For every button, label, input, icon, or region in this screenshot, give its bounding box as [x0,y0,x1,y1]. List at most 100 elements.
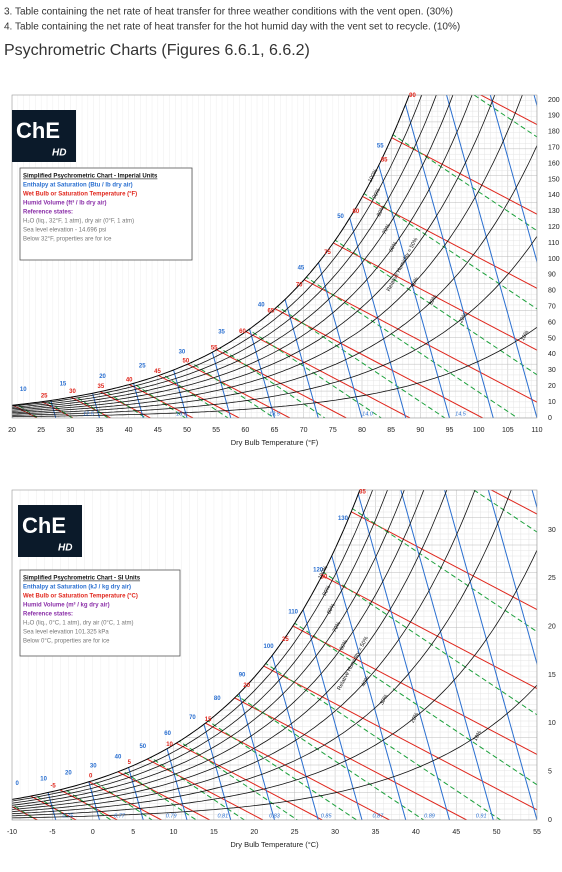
wet-bulb-label: 20 [243,683,250,689]
legend-text: Below 0°C, properties are for ice [23,639,110,645]
x-tick-label: 70 [300,427,308,434]
logo: ChE [16,118,60,143]
volume-label: 0.85 [321,813,333,819]
wet-bulb-line [128,383,194,418]
volume-label: 13.5 [269,411,281,417]
rh-label: 80% [326,603,337,616]
legend-text: Humid Volume (m³ / kg dry air) [23,602,110,609]
heading: Psychrometric Charts (Figures 6.6.1, 6.6… [4,42,310,59]
legend-text: Wet Bulb or Saturation Temperature (°F) [23,192,137,198]
rh-label: 30% [379,693,390,706]
x-tick-label: 95 [446,427,454,434]
wet-bulb-label: 35 [359,490,366,496]
y-tick-label: 170 [548,145,560,152]
enthalpy-label: 25 [139,364,146,370]
enthalpy-label: 20 [65,770,72,776]
wet-bulb-label: 65 [268,308,275,314]
y-tick-label: 50 [548,335,556,342]
y-tick-label: 30 [548,367,556,374]
enthalpy-label: 130 [338,516,349,522]
rh-curve [12,326,537,418]
y-tick-label: 80 [548,288,556,295]
wet-bulb-label: 25 [282,637,289,643]
wet-bulb-line [390,137,537,215]
wet-bulb-label: 50 [183,359,190,365]
x-tick-label: 0 [91,829,95,836]
volume-line [12,416,13,418]
enthalpy-line [239,322,382,418]
wet-bulb-line [186,363,291,418]
enthalpy-label: 110 [288,609,298,615]
plot-frame [11,489,538,821]
x-tick-label: 40 [125,427,133,434]
enthalpy-label: 50 [337,214,344,220]
rh-curve [12,95,496,412]
legend-text: Enthalpy at Saturation (Btu / lb dry air… [23,183,133,189]
volume-line [446,95,537,418]
rh-curve [12,95,473,411]
y-tick-label: 20 [548,624,556,631]
wet-bulb-line [332,242,537,351]
wet-bulb-label: -5 [50,784,56,790]
x-tick-label: 40 [412,829,420,836]
x-tick-label: 15 [210,829,218,836]
enthalpy-line [403,322,562,820]
enthalpy-line [12,400,39,418]
rh-label: 20% [458,312,469,325]
legend-text: Humid Volume (ft³ / lb dry air) [23,200,107,207]
legend-text: H₂O (liq., 32°F, 1 atm), dry air (0°F, 1… [23,219,134,225]
rh-label: 70% [382,223,393,236]
rh-label: 20% [410,712,421,725]
legend-text: Reference states: [23,210,73,216]
volume-line [356,490,450,820]
rh-curve [12,490,405,806]
wet-bulb-label: 55 [211,346,218,352]
y-tick-label: 100 [548,256,560,263]
x-tick-label: 35 [96,427,104,434]
x-tick-label: 20 [250,829,258,836]
enthalpy-line [315,566,537,716]
volume-line [489,95,537,264]
y-tick-label: 5 [548,769,552,776]
volume-label: 14.5 [455,411,467,417]
volume-label: 0.91 [476,813,487,819]
x-tick-label: 100 [473,427,485,434]
rh-curve [12,490,476,812]
x-tick-label: 50 [493,829,501,836]
wet-bulb-label: 80 [353,209,360,215]
wet-bulb-label: 75 [324,250,331,256]
volume-label: 0.77 [114,813,126,819]
rh-label: 30% [428,294,439,307]
wet-bulb-line [321,574,537,690]
enthalpy-label: 45 [298,265,305,271]
y-tick-label: 130 [548,208,560,215]
y-tick-label: 0 [548,415,552,422]
wet-bulb-label: 30 [69,389,76,395]
rh-label: 60% [339,639,350,652]
enthalpy-line [0,797,1,820]
x-tick-label: 35 [372,829,380,836]
enthalpy-label: 15 [60,382,67,388]
enthalpy-line [473,490,537,533]
enthalpy-line [227,689,424,820]
y-tick-label: 10 [548,720,556,727]
x-tick-label: -5 [49,829,55,836]
logo-box [12,110,76,162]
saturation-mask [12,490,537,799]
y-tick-label: 70 [548,304,556,311]
enthalpy-label: 100 [264,644,275,650]
volume-line [487,490,537,666]
x-tick-label: 25 [291,829,299,836]
logo-sub: HD [52,148,66,159]
enthalpy-line [0,400,5,418]
rh-curve [12,490,388,804]
enthalpy-line [286,617,537,786]
enthalpy-label: 70 [189,715,196,721]
volume-label: 13.0 [176,411,188,417]
rh-curve [12,95,523,414]
enthalpy-label: 40 [258,303,265,309]
enthalpy-line [111,763,197,820]
plot-frame [11,94,538,419]
rh-label: 100% [367,168,379,183]
wet-bulb-line [438,203,562,820]
